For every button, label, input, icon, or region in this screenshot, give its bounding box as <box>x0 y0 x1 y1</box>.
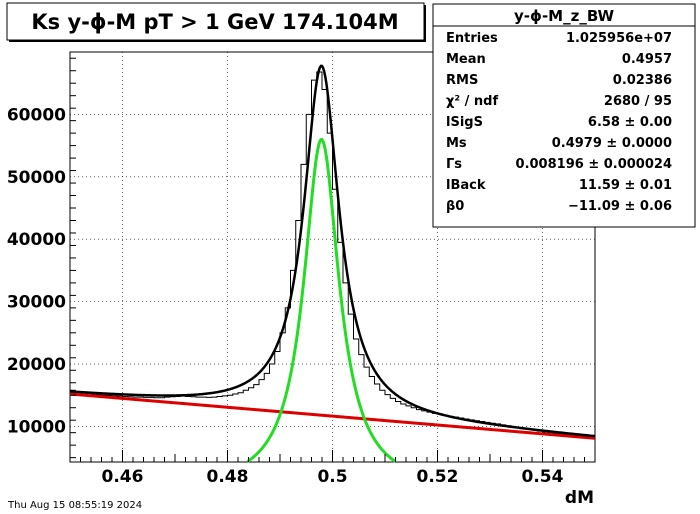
stats-row-value: 0.4979 ± 0.0000 <box>552 136 672 151</box>
series-layer <box>69 64 596 463</box>
x-tick-label: 0.52 <box>417 467 459 487</box>
x-axis-label: dM <box>565 488 594 508</box>
stats-row-value: 6.58 ± 0.00 <box>588 115 672 130</box>
y-tick-label: 10000 <box>7 417 66 437</box>
axis-layer: 0.46 0.48 0.5 0.52 0.54 10000 20000 30000 40000 5… <box>7 57 596 487</box>
x-tick-label: 0.46 <box>102 467 144 487</box>
stats-row-value: −11.09 ± 0.06 <box>568 199 672 214</box>
stats-row-label: lBack <box>446 178 486 193</box>
stats-row-value: 11.59 ± 0.01 <box>579 178 672 193</box>
chart-title: Ks y-ϕ-M pT > 1 GeV 174.104M <box>31 10 398 34</box>
background-fit-curve <box>69 392 596 440</box>
title-box-shadow-right <box>424 5 426 42</box>
title-box: Ks y-ϕ-M pT > 1 GeV 174.104M <box>6 2 426 42</box>
stats-box: y-ϕ-M_z_BW Entries 1.025956e+07 Mean 0.4957… <box>432 3 696 228</box>
y-tick-label: 50000 <box>7 168 66 188</box>
y-tick-label: 60000 <box>7 105 66 125</box>
total-fit-curve <box>69 64 596 438</box>
title-box-frame <box>6 2 425 41</box>
stats-row-label: Mean <box>446 52 486 67</box>
x-tick-label: 0.5 <box>317 467 347 487</box>
stats-row-label: lSigS <box>446 115 483 130</box>
stats-row-label: Ms <box>446 136 467 151</box>
stats-row-value: 0.4957 <box>622 52 672 67</box>
stats-row-label: Entries <box>446 31 498 46</box>
y-tick-label: 40000 <box>7 230 66 250</box>
x-tick-label: 0.48 <box>207 467 249 487</box>
stats-row-value: 1.025956e+07 <box>566 31 672 46</box>
y-tick-label: 20000 <box>7 355 66 375</box>
stats-box-title: y-ϕ-M_z_BW <box>514 7 614 25</box>
stats-row-label: RMS <box>446 73 478 88</box>
y-tick-label: 30000 <box>7 293 66 313</box>
stats-row-value: 2680 / 95 <box>604 94 672 109</box>
stats-row-label: β0 <box>446 199 464 214</box>
signal-fit-curve <box>246 138 397 463</box>
stats-row-value: 0.008196 ± 0.000024 <box>516 157 672 172</box>
stats-box-frame <box>432 3 696 228</box>
x-tick-label: 0.54 <box>522 467 564 487</box>
title-box-shadow-bottom <box>9 40 426 42</box>
timestamp: Thu Aug 15 08:55:19 2024 <box>7 500 142 511</box>
stats-row-label: Γs <box>446 157 462 172</box>
stats-row-label: χ² / ndf <box>446 94 498 109</box>
stats-row-value: 0.02386 <box>613 73 672 88</box>
stats-rows: Entries 1.025956e+07 Mean 0.4957 RMS 0.02386 χ… <box>446 31 672 214</box>
